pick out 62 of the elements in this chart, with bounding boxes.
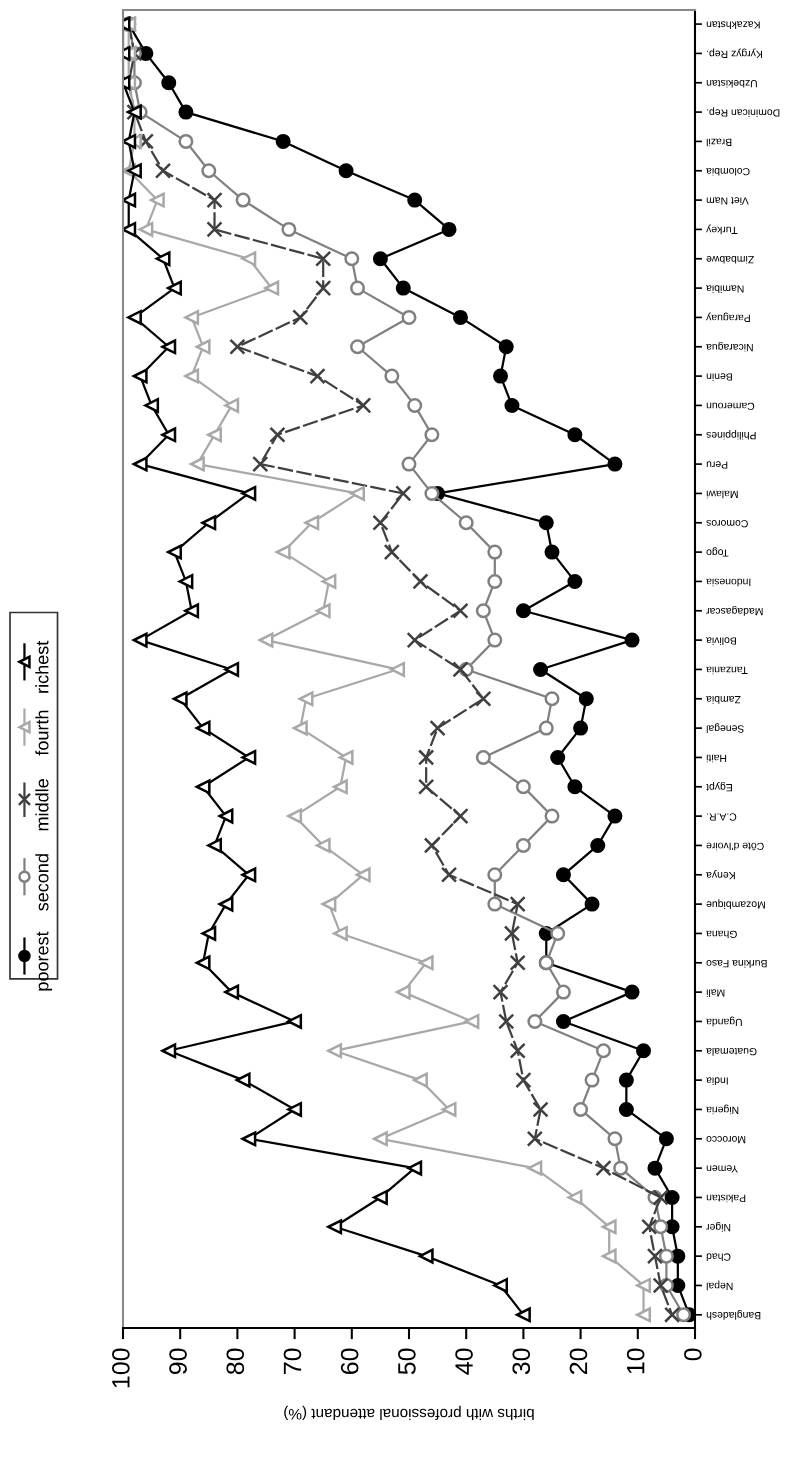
y-tick-label: Indonesia bbox=[706, 578, 751, 587]
x-tick-label: 80 bbox=[226, 1348, 245, 1375]
legend-label: second bbox=[35, 854, 49, 911]
y-tick-label: Cameroun bbox=[706, 402, 755, 411]
y-tick-label: Zimbabwe bbox=[706, 255, 754, 264]
y-tick-label: Haiti bbox=[706, 754, 727, 763]
y-tick-label: Comoros bbox=[706, 519, 748, 528]
y-tick-label: Paraguay bbox=[706, 312, 750, 322]
y-tick-label: Mali bbox=[706, 989, 725, 997]
y-tick-label: Malawi bbox=[706, 490, 738, 499]
y-tick-label: Tanzania bbox=[706, 666, 748, 675]
x-tick-label: 0 bbox=[684, 1348, 702, 1361]
y-tick-label: Pakistan bbox=[706, 1194, 746, 1203]
y-tick-label: Kazakhstan bbox=[706, 21, 760, 29]
y-tick-label: Benin bbox=[706, 373, 732, 381]
y-tick-label: Brazil bbox=[706, 138, 732, 147]
x-tick-label: 60 bbox=[340, 1348, 359, 1374]
y-tick-label: Dominican Rep. bbox=[707, 107, 780, 117]
legend-label: fourth bbox=[35, 710, 49, 756]
x-tick-label: 30 bbox=[512, 1348, 531, 1375]
x-tick-label: 40 bbox=[455, 1348, 473, 1375]
y-tick-label: Uzbekistan bbox=[706, 79, 757, 88]
x-tick-label: 90 bbox=[169, 1348, 187, 1375]
y-tick-label: Mozambique bbox=[706, 899, 765, 909]
y-tick-label: C.A.R. bbox=[707, 813, 737, 821]
y-tick-label: Ghana bbox=[706, 930, 737, 939]
y-tick-label: Uganda bbox=[706, 1016, 742, 1027]
legend-label: richest bbox=[35, 640, 49, 693]
y-tick-label: Peru bbox=[706, 461, 728, 469]
y-tick-label: Viet Nam bbox=[706, 197, 749, 205]
y-tick-label: Turkey bbox=[706, 224, 738, 235]
legend-label: middle bbox=[35, 779, 49, 831]
y-tick-label: Nigeria bbox=[706, 1104, 739, 1115]
legend-label: poorest bbox=[36, 931, 53, 991]
y-tick-label: India bbox=[706, 1077, 728, 1085]
y-tick-label: Nepal bbox=[706, 1280, 733, 1291]
y-tick-label: Kenya bbox=[706, 869, 735, 880]
y-tick-label: Philippines bbox=[706, 429, 756, 440]
y-tick-label: Senegal bbox=[706, 723, 744, 733]
y-tick-label: Yemen bbox=[706, 1165, 738, 1173]
y-tick-label: Bangladesh bbox=[706, 1309, 761, 1320]
y-tick-label: Zambia bbox=[706, 695, 741, 704]
y-tick-label: Kyrgyz Rep. bbox=[707, 48, 762, 58]
x-tick-label: 100 bbox=[112, 1348, 130, 1388]
y-tick-label: Niger bbox=[706, 1221, 731, 1232]
y-tick-label: Chad bbox=[706, 1253, 731, 1261]
y-tick-label: Nicaragua bbox=[706, 341, 753, 352]
y-tick-label: Togo bbox=[706, 547, 729, 557]
x-tick-label: 10 bbox=[626, 1348, 645, 1374]
x-tick-label: 20 bbox=[569, 1348, 588, 1374]
y-tick-label: Bolivia bbox=[706, 637, 736, 645]
x-tick-label: 50 bbox=[398, 1348, 416, 1375]
y-tick-label: Guatemala bbox=[706, 1047, 757, 1056]
y-tick-label: Côte d'Ivoire bbox=[706, 842, 764, 851]
y-tick-label: Namibia bbox=[706, 285, 744, 293]
y-tick-label: Colombia bbox=[706, 167, 750, 176]
y-tick-label: Burkina Faso bbox=[706, 959, 767, 968]
x-tick-label: 70 bbox=[283, 1348, 302, 1374]
x-axis-title: births with professional attendant (%) bbox=[284, 1405, 534, 1421]
y-tick-label: Madagascar bbox=[706, 605, 763, 616]
y-tick-label: Egypt bbox=[706, 781, 732, 792]
y-tick-label: Morocco bbox=[706, 1136, 746, 1144]
